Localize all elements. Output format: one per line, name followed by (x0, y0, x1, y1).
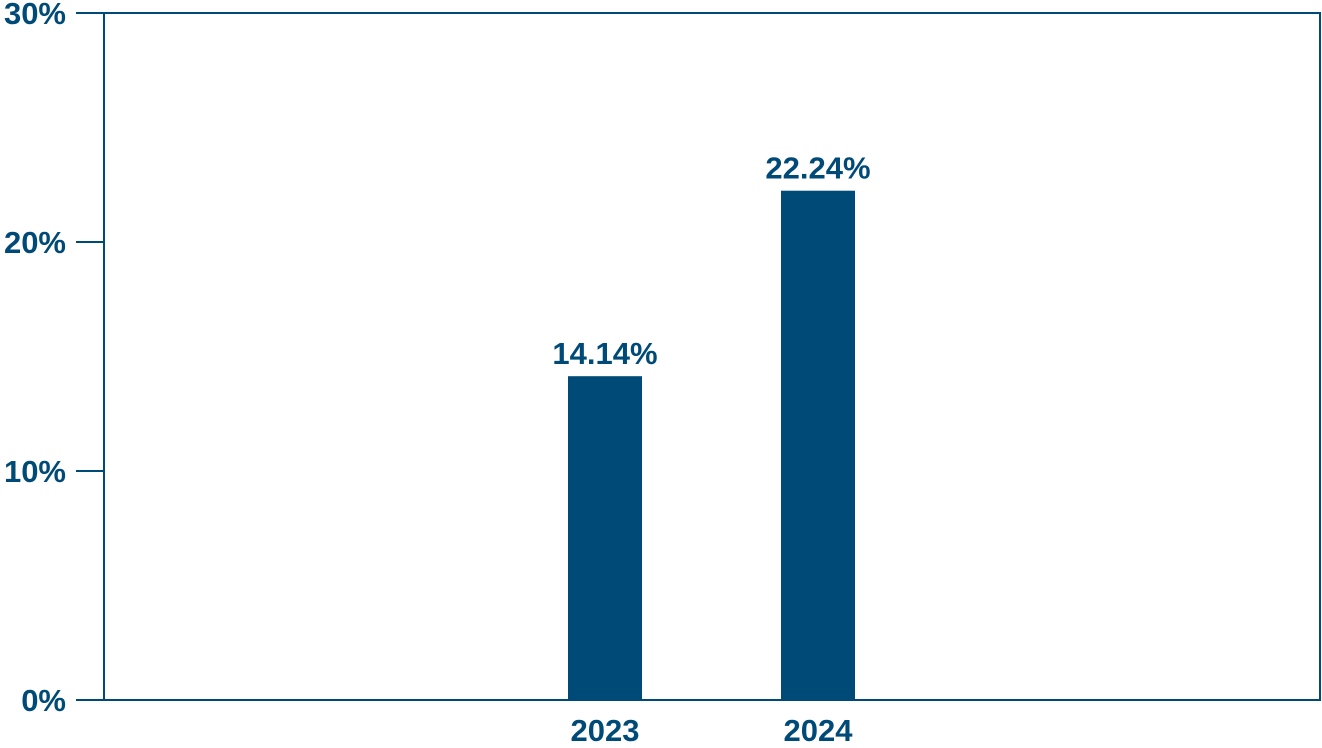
plot-frame (104, 13, 1320, 700)
bar-2023 (568, 376, 642, 700)
y-axis: 0% 10% 20% 30% (4, 0, 104, 718)
y-tick-label: 20% (4, 225, 66, 260)
y-tick-label: 0% (21, 683, 66, 718)
bar-2024 (781, 191, 855, 700)
y-tick-label: 10% (4, 454, 66, 489)
x-axis-labels: 2023 2024 (571, 713, 854, 743)
x-tick-label: 2024 (784, 713, 854, 743)
bar-value-label: 22.24% (765, 151, 870, 186)
bar-value-label: 14.14% (552, 336, 657, 371)
bars-group (568, 191, 855, 700)
y-tick-label: 30% (4, 0, 66, 31)
x-tick-label: 2023 (571, 713, 640, 743)
